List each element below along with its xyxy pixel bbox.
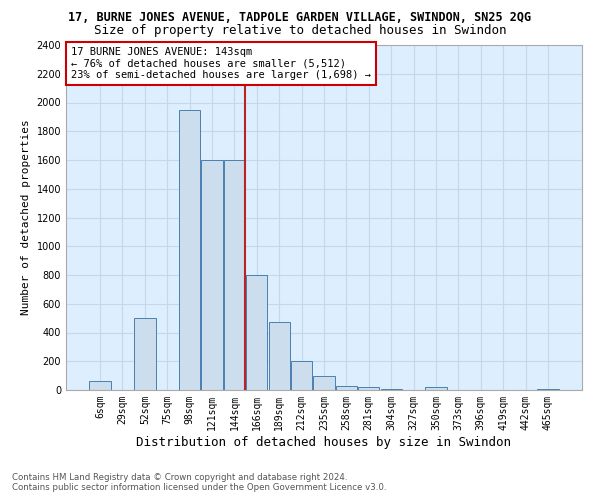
Bar: [179, 110, 200, 390]
Bar: [89, 382, 111, 390]
Text: 17, BURNE JONES AVENUE, TADPOLE GARDEN VILLAGE, SWINDON, SN25 2QG: 17, BURNE JONES AVENUE, TADPOLE GARDEN V…: [68, 11, 532, 24]
Y-axis label: Number of detached properties: Number of detached properties: [21, 120, 31, 316]
Bar: [336, 386, 357, 390]
Text: Contains HM Land Registry data © Crown copyright and database right 2024.
Contai: Contains HM Land Registry data © Crown c…: [12, 473, 386, 492]
Bar: [224, 160, 245, 390]
Bar: [269, 322, 290, 390]
Bar: [358, 387, 379, 390]
Bar: [134, 318, 155, 390]
Text: Size of property relative to detached houses in Swindon: Size of property relative to detached ho…: [94, 24, 506, 37]
Bar: [313, 376, 335, 390]
X-axis label: Distribution of detached houses by size in Swindon: Distribution of detached houses by size …: [137, 436, 511, 448]
Text: 17 BURNE JONES AVENUE: 143sqm
← 76% of detached houses are smaller (5,512)
23% o: 17 BURNE JONES AVENUE: 143sqm ← 76% of d…: [71, 46, 371, 80]
Bar: [425, 387, 446, 390]
Bar: [202, 160, 223, 390]
Bar: [246, 275, 268, 390]
Bar: [291, 361, 312, 390]
